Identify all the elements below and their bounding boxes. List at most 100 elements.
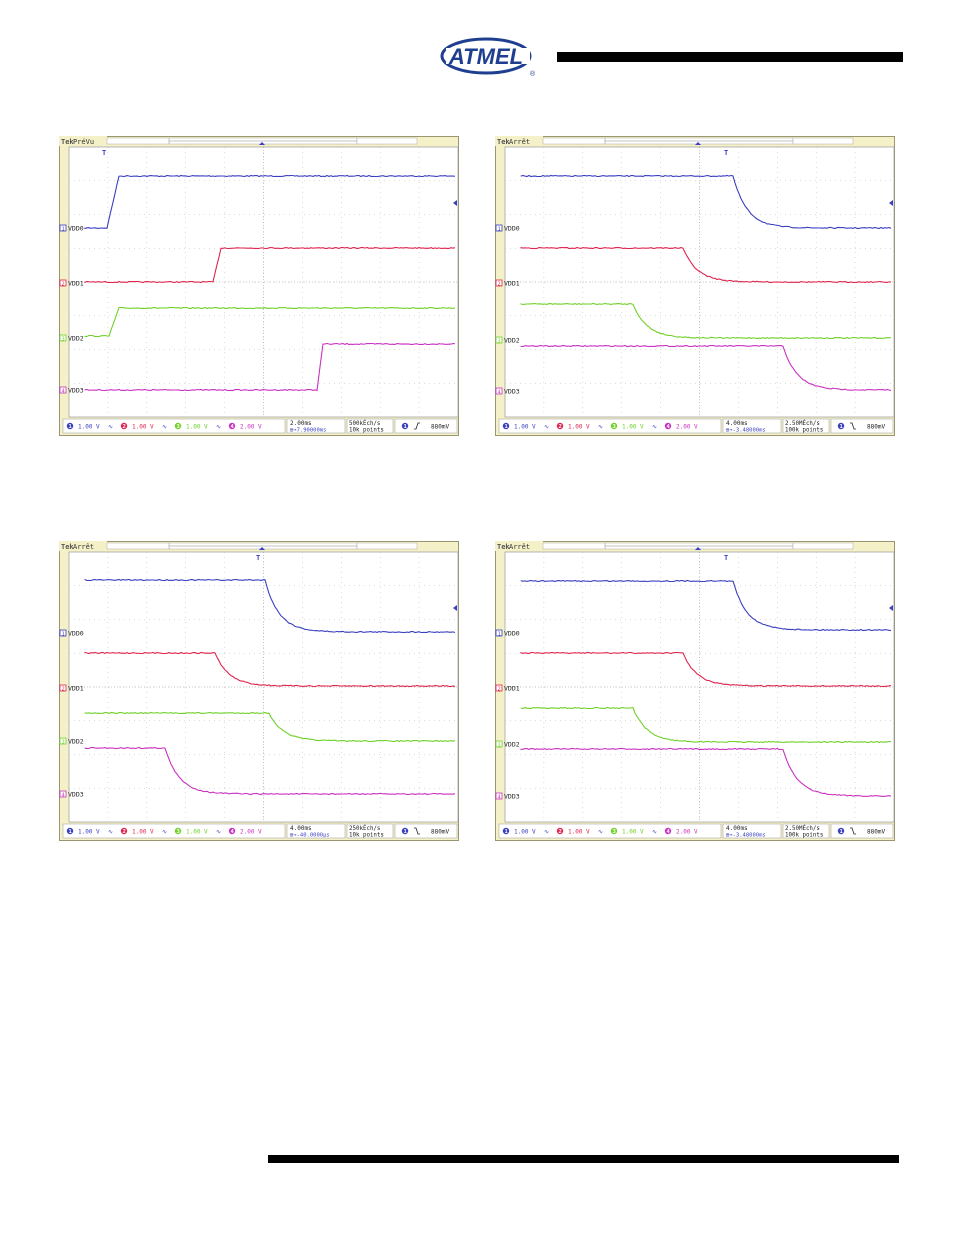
horizontal-position-readout: ⊞→7.90000ms [290,428,326,434]
readout-bar: 1 1.00 V ∿ 2 1.00 V ∿ 3 1.00 V ∿ 4 2.00 V 4.00ms⊞→-… [498,418,894,434]
channel-label: VDD1 [504,280,520,288]
trigger-level-readout: 880mV [867,829,885,836]
channel-4-marker[interactable] [59,386,67,394]
waveform-ch4 [520,747,892,797]
header-rule [557,52,903,62]
channel-label: VDD1 [68,685,84,693]
status-area [495,136,543,146]
bandwidth-limit-icon: ∿ [652,424,657,431]
channel-number: 4 [498,389,501,395]
acquisition-status: Arrêt [509,543,530,551]
channel-label: VDD2 [504,741,520,749]
trigger-position-marker[interactable] [259,547,265,550]
channel-1-marker[interactable] [495,224,503,232]
channel-number: 2 [498,281,501,287]
oscilloscope-capture-3: Tek Arrêt T 1 VDD0 2 VDD1 3 VDD2 4 VDD3 1 1.00 V ∿ 2 1.… [59,541,459,841]
bandwidth-limit-icon: ∿ [544,829,549,836]
status-area [59,541,107,551]
channel-badge-number: 2 [123,829,126,835]
channel-badge-number: 4 [231,424,235,430]
waveform-ch2 [84,651,456,688]
channel-3-badge[interactable] [174,422,182,430]
channel-4-badge[interactable] [228,422,236,430]
bandwidth-limit-icon: ∿ [598,829,603,836]
channel-4-marker[interactable] [495,792,503,800]
channel-label: VDD0 [68,630,84,638]
channel-number: 4 [62,792,65,798]
channel-2-badge[interactable] [556,827,564,835]
channel-number: 1 [62,631,65,637]
trigger-level-marker[interactable] [453,605,457,611]
channel-3-badge[interactable] [610,422,618,430]
trigger-position-marker[interactable] [695,142,701,145]
trigger-time-marker: T [724,554,728,562]
channel-1-badge[interactable] [66,827,74,835]
waveform-ch4 [84,342,456,392]
falling-edge-icon [850,827,856,835]
channel-3-badge[interactable] [610,827,618,835]
rising-edge-icon [414,422,420,430]
trigger-position-marker[interactable] [259,142,265,145]
trigger-time-marker: T [256,554,260,562]
channel-2-marker[interactable] [495,279,503,287]
horizontal-position-readout: ⊞→-3.48000ms [726,428,766,434]
channel-1-badge[interactable] [502,422,510,430]
channel-1-badge[interactable] [66,422,74,430]
timebase-readout: 4.00ms [726,420,748,427]
waveform-ch1 [84,578,456,634]
channel-label: VDD2 [504,337,520,345]
waveform-ch2 [520,246,892,284]
channel-1-marker[interactable] [495,629,503,637]
channel-1-badge[interactable] [502,827,510,835]
channel-number: 2 [498,686,501,692]
trigger-position-marker[interactable] [695,547,701,550]
channel-3-badge[interactable] [174,827,182,835]
trigger-level-marker[interactable] [889,200,893,206]
trigger-time-marker: T [102,149,106,157]
channel-4-badge[interactable] [664,827,672,835]
bandwidth-limit-icon: ∿ [544,424,549,431]
waveform-ch1 [84,174,456,230]
acquisition-status: Arrêt [73,543,94,551]
sample-rate-readout: 500kÉch/s [349,419,380,427]
channel-2-badge[interactable] [120,422,128,430]
record-length-readout: 10k points [349,833,384,839]
channel-3-marker[interactable] [59,334,67,342]
bandwidth-limit-icon: ∿ [216,424,221,431]
trigger-level-marker[interactable] [453,200,457,206]
channel-2-badge[interactable] [120,827,128,835]
status-area [495,541,543,551]
channel-2-marker[interactable] [495,684,503,692]
waveform-ch1 [520,579,892,632]
channel-3-marker[interactable] [495,740,503,748]
channel-2-badge[interactable] [556,422,564,430]
channel-1-marker[interactable] [59,224,67,232]
oscilloscope-capture-2: Tek Arrêt T 1 VDD0 2 VDD1 3 VDD2 4 VDD3 1 1.00 V ∿ 2 1.… [495,136,895,436]
channel-4-marker[interactable] [495,387,503,395]
channel-scale: 1.00 V [132,424,154,431]
svg-text:1: 1 [404,829,408,835]
sample-rate-readout: 250kÉch/s [349,824,380,832]
channel-2-marker[interactable] [59,279,67,287]
channel-label: VDD1 [504,685,520,693]
timebase-readout: 2.00ms [290,420,312,427]
channel-4-marker[interactable] [59,790,67,798]
channel-badge-number: 1 [505,829,509,835]
svg-text:1: 1 [840,424,844,430]
channel-4-badge[interactable] [228,827,236,835]
sample-rate-readout: 2.50MÉch/s [785,419,820,427]
record-length-readout: 100k points [785,833,823,839]
channel-4-badge[interactable] [664,422,672,430]
channel-badge-number: 4 [667,424,671,430]
trigger-level-marker[interactable] [889,605,893,611]
record-length-readout: 10k points [349,428,384,434]
channel-label: VDD0 [504,630,520,638]
tek-label: Tek [61,138,74,146]
channel-1-marker[interactable] [59,629,67,637]
channel-3-marker[interactable] [495,336,503,344]
channel-3-marker[interactable] [59,737,67,745]
channel-2-marker[interactable] [59,684,67,692]
timebase-readout: 4.00ms [726,825,748,832]
channel-badge-number: 3 [177,829,180,835]
channel-label: VDD0 [68,225,84,233]
